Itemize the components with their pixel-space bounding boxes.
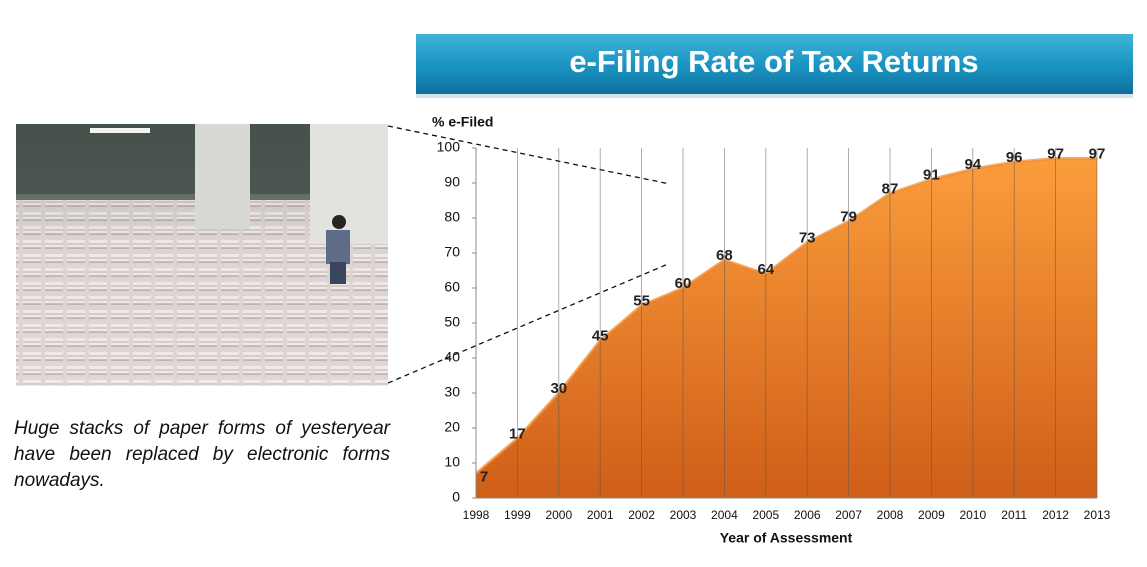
x-tick-label: 1998 bbox=[463, 508, 490, 522]
data-label: 64 bbox=[757, 261, 774, 278]
data-label: 79 bbox=[840, 208, 857, 225]
data-label: 87 bbox=[882, 180, 899, 197]
data-label: 55 bbox=[633, 292, 650, 309]
y-axis-label: % e-Filed bbox=[432, 114, 493, 130]
y-tick-label: 70 bbox=[444, 244, 460, 260]
x-tick-label: 2006 bbox=[794, 508, 821, 522]
caption: Huge stacks of paper forms of yesteryear… bbox=[14, 418, 390, 491]
data-label: 94 bbox=[964, 156, 981, 173]
y-tick-label: 90 bbox=[444, 174, 460, 190]
title-banner bbox=[416, 34, 1133, 94]
data-label: 97 bbox=[1089, 145, 1106, 162]
data-label: 17 bbox=[509, 425, 526, 442]
x-tick-label: 2010 bbox=[959, 508, 986, 522]
y-tick-label: 80 bbox=[444, 209, 460, 225]
x-tick-label: 1999 bbox=[504, 508, 531, 522]
data-label: 68 bbox=[716, 247, 733, 264]
y-tick-label: 30 bbox=[444, 384, 460, 400]
y-tick-label: 50 bbox=[444, 314, 460, 330]
data-label: 60 bbox=[675, 275, 692, 292]
x-tick-label: 2000 bbox=[545, 508, 572, 522]
zoom-line bbox=[387, 125, 671, 185]
area bbox=[476, 158, 1097, 498]
zoom-line bbox=[387, 263, 669, 384]
x-tick-label: 2002 bbox=[628, 508, 655, 522]
y-tick-label: 0 bbox=[452, 489, 460, 505]
data-label: 73 bbox=[799, 229, 816, 246]
x-tick-label: 2009 bbox=[918, 508, 945, 522]
data-label: 45 bbox=[592, 327, 609, 344]
x-tick-label: 2008 bbox=[877, 508, 904, 522]
y-tick-label: 100 bbox=[437, 139, 461, 155]
data-label: 91 bbox=[923, 166, 940, 183]
x-tick-label: 2012 bbox=[1042, 508, 1069, 522]
data-label: 96 bbox=[1006, 149, 1023, 166]
x-tick-label: 2004 bbox=[711, 508, 738, 522]
chart-title: e-Filing Rate of Tax Returns bbox=[569, 44, 978, 79]
y-tick-label: 20 bbox=[444, 419, 460, 435]
photo bbox=[16, 124, 388, 386]
x-tick-label: 2003 bbox=[670, 508, 697, 522]
data-label: 97 bbox=[1047, 145, 1064, 162]
x-tick-label: 2011 bbox=[1001, 508, 1027, 522]
data-label: 7 bbox=[480, 468, 488, 485]
y-tick-label: 40 bbox=[444, 349, 460, 365]
x-tick-label: 2001 bbox=[587, 508, 614, 522]
data-label: 30 bbox=[550, 380, 567, 397]
y-tick-label: 10 bbox=[444, 454, 460, 470]
x-tick-label: 2013 bbox=[1084, 508, 1111, 522]
x-tick-label: 2005 bbox=[752, 508, 779, 522]
x-tick-label: 2007 bbox=[835, 508, 862, 522]
area-edge bbox=[475, 157, 1097, 475]
banner-shadow bbox=[416, 94, 1133, 98]
x-axis-label: Year of Assessment bbox=[720, 530, 853, 546]
y-tick-label: 60 bbox=[444, 279, 460, 295]
